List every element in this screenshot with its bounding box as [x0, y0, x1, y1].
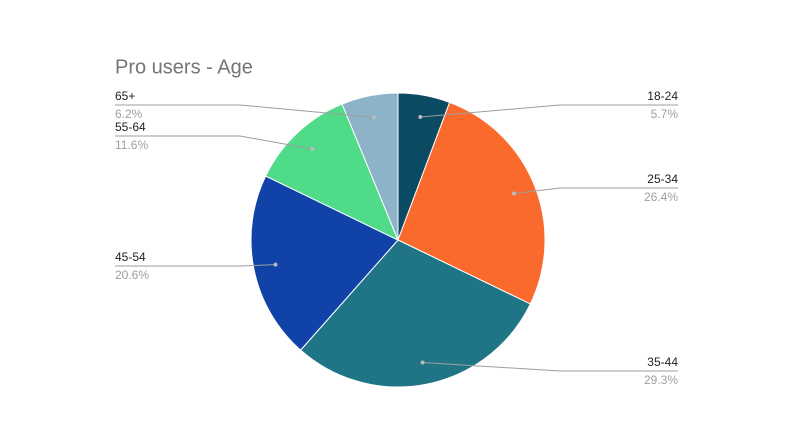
- value-label: 29.3%: [644, 373, 678, 387]
- value-label: 11.6%: [115, 138, 148, 152]
- leader-line: [115, 104, 374, 118]
- category-label: 55-64: [115, 120, 146, 134]
- leader-line: [115, 135, 313, 150]
- leader-line: [422, 362, 678, 372]
- category-label: 35-44: [647, 355, 678, 369]
- category-label: 65+: [115, 89, 135, 103]
- value-label: 6.2%: [115, 107, 143, 121]
- chart-title: Pro users - Age: [115, 56, 253, 78]
- pie-slice: [341, 92, 399, 241]
- category-label: 25-34: [647, 172, 678, 186]
- pie-slice: [264, 103, 399, 242]
- leader-dot: [420, 360, 425, 365]
- category-label: 45-54: [115, 250, 146, 264]
- category-label: 18-24: [647, 89, 678, 103]
- leader-dot: [371, 115, 376, 120]
- leader-dot: [273, 262, 278, 267]
- leader-line: [115, 264, 276, 267]
- leader-line: [420, 104, 678, 118]
- leader-line: [513, 187, 678, 195]
- value-label: 26.4%: [644, 190, 678, 204]
- pie-slice: [397, 101, 546, 305]
- leader-dot: [310, 147, 315, 152]
- leader-dot: [418, 115, 423, 120]
- pie-slice: [250, 175, 399, 351]
- pie-slice: [299, 239, 532, 388]
- value-label: 20.6%: [115, 268, 149, 282]
- leader-dot: [511, 191, 516, 196]
- value-label: 5.7%: [651, 107, 679, 121]
